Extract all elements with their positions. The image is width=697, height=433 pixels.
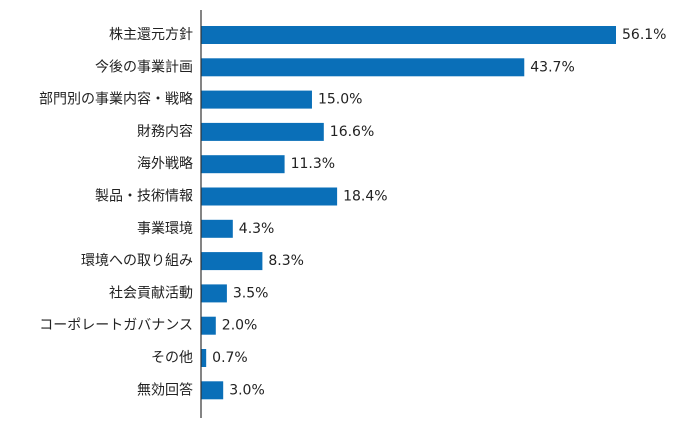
- bar: [201, 155, 285, 174]
- value-label: 43.7%: [530, 59, 574, 75]
- bar: [201, 252, 263, 271]
- category-label: 事業環境: [137, 221, 193, 237]
- bar: [201, 187, 338, 206]
- category-label: コーポレートガバナンス: [39, 318, 193, 334]
- bar: [201, 26, 616, 44]
- bar: [201, 58, 525, 77]
- category-label: 海外戦略: [137, 156, 193, 172]
- value-labels: 56.1% 43.7% 15.0% 16.6% 11.3% 18.4% 4.3% 8.3% 3.…: [212, 27, 666, 398]
- category-label: 製品・技術情報: [95, 189, 193, 205]
- category-labels: 株主還元方針今後の事業計画部門別の事業内容・戦略財務内容海外戦略製品・技術情報事…: [39, 27, 193, 398]
- category-label: 無効回答: [137, 381, 193, 398]
- bars: [201, 26, 616, 400]
- value-label: 3.0%: [229, 382, 265, 398]
- value-label: 2.0%: [222, 318, 258, 334]
- category-label: 株主還元方針: [109, 27, 193, 43]
- value-label: 11.3%: [291, 156, 335, 172]
- value-label: 4.3%: [239, 221, 275, 237]
- value-label: 16.6%: [330, 124, 374, 140]
- value-label: 3.5%: [233, 285, 269, 301]
- category-label: 今後の事業計画: [95, 59, 193, 75]
- bar: [201, 316, 216, 335]
- value-label: 56.1%: [622, 27, 666, 43]
- category-label: 環境への取り組み: [81, 253, 193, 269]
- bar: [201, 284, 227, 303]
- value-label: 15.0%: [318, 92, 362, 108]
- bar: [201, 90, 312, 109]
- bar: [201, 219, 233, 238]
- category-label: 財務内容: [137, 123, 193, 140]
- bar: [201, 122, 324, 141]
- bar: [201, 381, 224, 400]
- value-label: 0.7%: [212, 350, 248, 366]
- bar: [201, 349, 207, 367]
- category-label: その他: [151, 350, 193, 366]
- category-label: 部門別の事業内容・戦略: [39, 91, 193, 108]
- value-label: 18.4%: [343, 189, 387, 205]
- category-label: 社会貢献活動: [109, 285, 193, 301]
- value-label: 8.3%: [268, 253, 304, 269]
